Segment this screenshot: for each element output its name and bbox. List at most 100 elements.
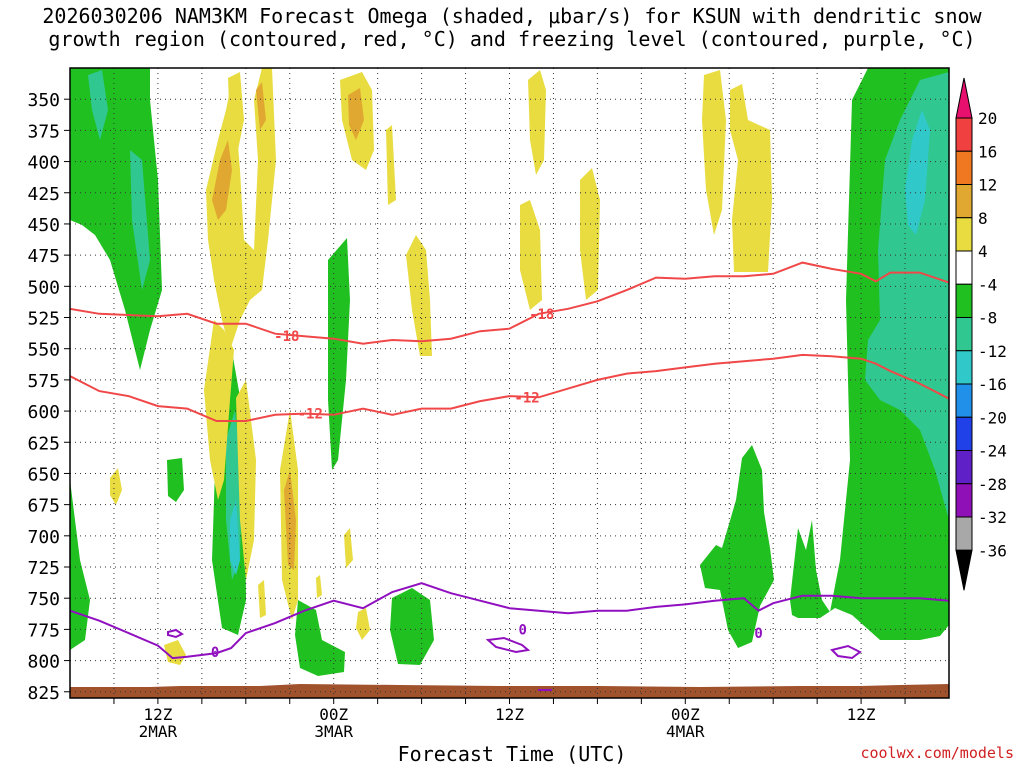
x-tick-label: 12Z: [495, 705, 524, 724]
y-tick-label: 600: [27, 402, 60, 423]
omega-region-yellow: [406, 235, 432, 356]
omega-region-gold: [284, 470, 296, 570]
contour-lines: [70, 261, 949, 691]
freezing-level-loop: [167, 628, 184, 639]
colorbar-swatch: [955, 450, 973, 485]
chart-grid: [70, 68, 949, 698]
freezing-level-contour: [70, 582, 949, 660]
contour-labels: -18 -18 -12 -12 0 0 0: [211, 307, 763, 661]
colorbar-swatch: [955, 483, 973, 518]
x-tick-label: 12Z: [847, 705, 876, 724]
y-tick-label: 825: [27, 683, 60, 704]
contour-label: -18: [529, 307, 554, 323]
omega-region-cyan: [905, 110, 930, 235]
x-tick-label: 12Z: [143, 705, 172, 724]
credit-text: coolwx.com/models: [860, 744, 1014, 762]
x-tick-label: 2026: [139, 739, 178, 742]
colorbar-swatch: [955, 283, 973, 318]
colorbar-swatch: [955, 350, 973, 385]
colorbar-label: -20: [978, 408, 1007, 427]
y-tick-label: 725: [27, 558, 60, 579]
omega-region-yellow: [344, 528, 353, 568]
colorbar-swatch: [955, 250, 973, 285]
x-tick-label: 3MAR: [314, 722, 353, 741]
colorbar-label: 20: [978, 109, 997, 128]
omega-region-cyan: [230, 500, 240, 575]
colorbar-label: -4: [978, 275, 997, 294]
omega-region-green: [70, 480, 90, 650]
y-tick-label: 650: [27, 464, 60, 485]
colorbar-bottom-triangle: [955, 549, 973, 591]
colorbar-swatch: [955, 150, 973, 185]
colorbar-label: -36: [978, 541, 1007, 560]
y-tick-label: 350: [27, 90, 60, 111]
omega-time-height-chart: 3503754004254504755005255505756006256506…: [27, 67, 1007, 742]
omega-region-green: [700, 445, 774, 648]
omega-region-yellow: [730, 84, 772, 272]
contour-label: 0: [518, 622, 526, 638]
colorbar: 20 16 12 8 4 -4 -8 -12 -16 -20 -24 -28 -32 -36: [955, 77, 1007, 591]
colorbar-swatch: [955, 184, 973, 219]
omega-region-yellow: [204, 320, 234, 500]
omega-region-gold: [256, 82, 266, 130]
freezing-level-loop: [485, 636, 531, 654]
contour-label: -12: [298, 407, 323, 423]
omega-region-green: [390, 588, 434, 665]
omega-region-green: [167, 458, 184, 502]
omega-region-yellow: [206, 68, 276, 350]
contour-label: 0: [211, 645, 219, 661]
colorbar-top-triangle: [955, 77, 973, 119]
omega-region-yellow: [236, 380, 256, 580]
colorbar-label: 4: [978, 242, 988, 261]
chart-title-line-2: growth region (contoured, red, °C) and f…: [48, 27, 976, 51]
y-tick-label: 800: [27, 652, 60, 673]
chart-title-line-1: 2026030206 NAM3KM Forecast Omega (shaded…: [42, 4, 982, 28]
omega-region-yellow: [356, 608, 370, 640]
y-tick-label: 375: [27, 121, 60, 142]
y-tick-label: 425: [27, 184, 60, 205]
colorbar-label: -32: [978, 508, 1007, 527]
x-tick-label: 4MAR: [666, 722, 705, 741]
colorbar-swatch: [955, 117, 973, 152]
omega-region-green: [295, 600, 345, 676]
x-tick-label: 2MAR: [139, 722, 178, 741]
y-tick-label: 475: [27, 246, 60, 267]
colorbar-swatch: [955, 516, 973, 551]
colorbar-swatch: [955, 317, 973, 352]
x-tick-label: 00Z: [319, 705, 348, 724]
contour-label: 0: [754, 626, 762, 642]
colorbar-label: -12: [978, 342, 1007, 361]
omega-region-green: [70, 68, 162, 370]
y-tick-label: 675: [27, 496, 60, 517]
x-axis: 12Z2MAR202600Z3MAR12Z00Z4MAR12Z: [113, 698, 906, 742]
colorbar-label: -28: [978, 475, 1007, 494]
y-tick-label: 625: [27, 433, 60, 454]
colorbar-swatch: [955, 416, 973, 451]
y-tick-label: 775: [27, 620, 60, 641]
y-tick-label: 500: [27, 277, 60, 298]
colorbar-swatch: [955, 383, 973, 418]
omega-region-yellow: [386, 125, 396, 205]
omega-region-yellow: [164, 640, 186, 665]
omega-region-yellow: [258, 580, 266, 618]
omega-region-yellow: [110, 468, 122, 505]
omega-region-yellow: [580, 168, 600, 300]
omega-region-gold: [212, 140, 232, 220]
omega-region-teal: [88, 70, 108, 140]
omega-region-gold: [348, 88, 364, 140]
y-tick-label: 750: [27, 589, 60, 610]
omega-region-green: [328, 238, 350, 470]
omega-region-teal: [865, 72, 949, 520]
dgz-contour-minus18: [70, 261, 949, 345]
colorbar-label: -8: [978, 309, 997, 328]
y-tick-label: 450: [27, 215, 60, 236]
y-axis: 350 375 400 425 450 475 500 525 550 575 600 625 650 6…: [27, 90, 70, 704]
y-tick-label: 400: [27, 153, 60, 174]
colorbar-swatch: [955, 217, 973, 252]
y-tick-label: 575: [27, 371, 60, 392]
omega-region-yellow: [316, 575, 322, 598]
contour-label: -18: [274, 329, 299, 345]
x-tick-label: 00Z: [671, 705, 700, 724]
y-tick-label: 525: [27, 309, 60, 330]
colorbar-label: -16: [978, 375, 1007, 394]
